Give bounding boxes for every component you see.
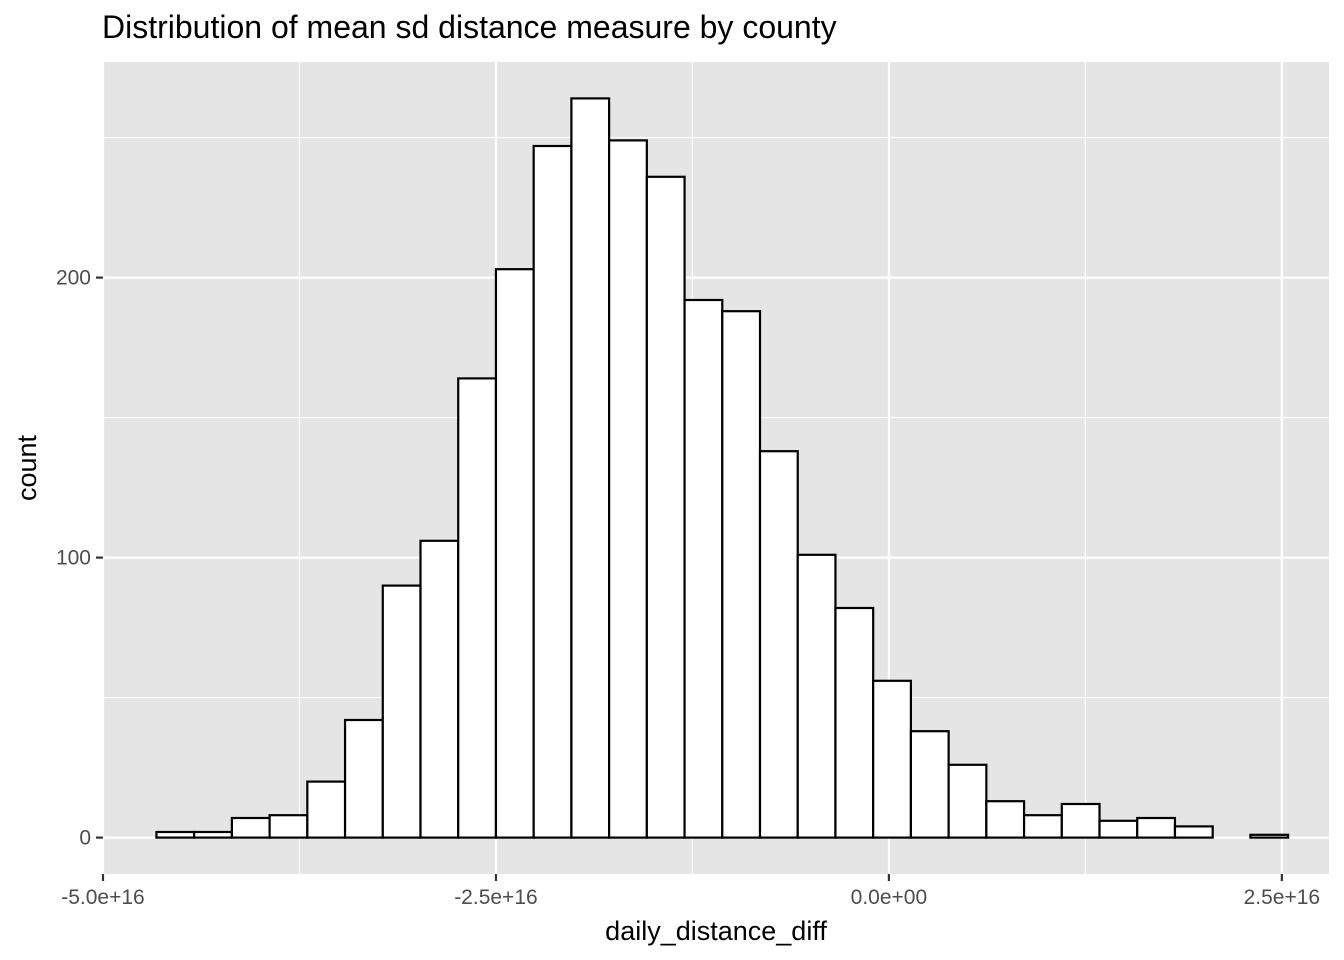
histogram-bar: [419, 539, 460, 839]
histogram-bar: [230, 816, 271, 839]
x-axis-title: daily_distance_diff: [605, 916, 827, 946]
x-tick-label: -2.5e+16: [454, 886, 538, 909]
histogram-bar: [1136, 816, 1177, 839]
histogram-bar: [1173, 825, 1214, 839]
y-tick-label: 200: [56, 267, 91, 290]
histogram-bar: [758, 450, 799, 839]
histogram-bar: [834, 606, 875, 839]
x-axis: -5.0e+16 -2.5e+16 0.0e+00 2.5e+16: [61, 874, 1320, 909]
histogram-bar: [683, 298, 724, 839]
x-tick-label: 2.5e+16: [1244, 886, 1321, 909]
histogram-bar: [268, 814, 309, 839]
histogram-bar: [645, 175, 686, 839]
x-tick-label: -5.0e+16: [61, 886, 145, 909]
histogram-bar: [155, 830, 196, 839]
histogram-bar: [570, 97, 611, 839]
histogram-bar: [909, 730, 950, 839]
histogram-bar: [1022, 814, 1063, 839]
histogram-bar: [1249, 833, 1290, 839]
histogram-bar: [985, 800, 1026, 839]
histogram-bar: [872, 679, 913, 839]
histogram-bar: [947, 763, 988, 839]
y-axis-title: count: [12, 434, 42, 501]
histogram-bar: [306, 780, 347, 839]
histogram-bar: [1098, 819, 1139, 839]
histogram-bar: [457, 377, 498, 839]
y-axis: 0 100 200: [56, 267, 103, 850]
histogram-bar: [796, 553, 837, 839]
histogram-bar: [193, 830, 233, 839]
histogram-bar: [381, 584, 422, 839]
y-tick-label: 100: [56, 547, 91, 570]
x-tick-label: 0.0e+00: [851, 886, 928, 909]
histogram-bar: [343, 718, 384, 839]
histogram-bar: [494, 268, 535, 839]
histogram-bar: [608, 139, 648, 839]
chart-title: Distribution of mean sd distance measure…: [102, 9, 837, 45]
histogram-bar: [1060, 802, 1101, 839]
histogram-bars: [155, 97, 1290, 839]
histogram-bar: [721, 310, 762, 839]
histogram-bar: [532, 144, 573, 839]
y-tick-label: 0: [79, 827, 91, 850]
